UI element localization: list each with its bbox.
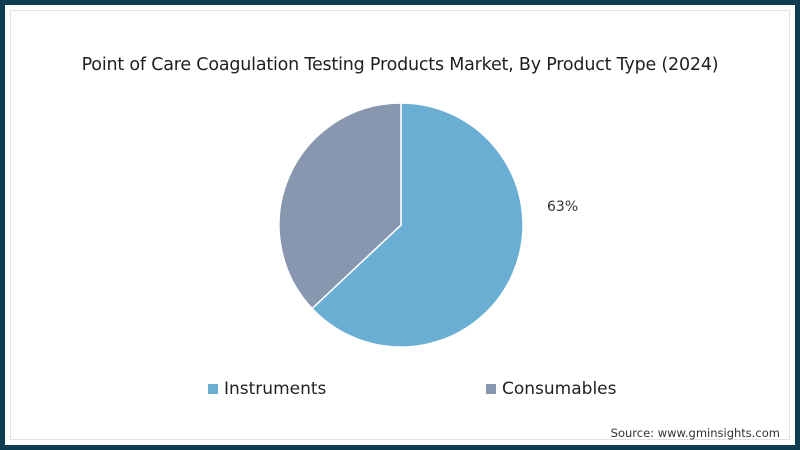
chart-frame-inner [10,10,790,440]
legend-swatch-instruments-icon [208,384,218,394]
source-note: Source: www.gminsights.com [610,426,780,440]
legend: Instruments Consumables [0,379,800,403]
pie-slice-instruments[interactable] [311,102,524,348]
chart-title: Point of Care Coagulation Testing Produc… [81,55,719,75]
legend-item-instruments[interactable]: Instruments [208,379,326,399]
legend-label-instruments: Instruments [224,379,327,399]
pie-slice-consumables[interactable] [278,102,402,310]
data-label-instruments: 63% [547,199,579,215]
legend-label-consumables: Consumables [502,379,617,399]
legend-swatch-consumables-icon [486,384,496,394]
pie-slices [278,102,524,348]
legend-item-consumables[interactable]: Consumables [486,379,616,399]
